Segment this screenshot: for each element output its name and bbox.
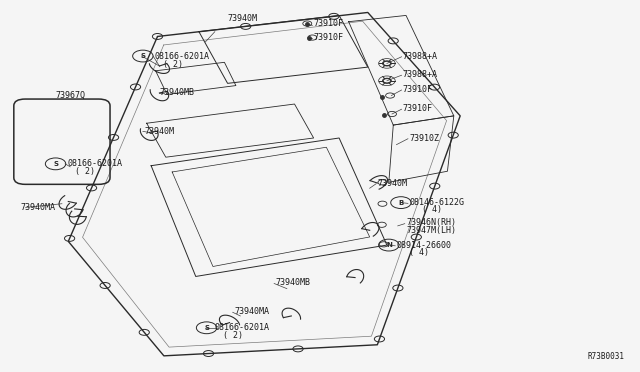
Text: ( 4): ( 4) — [422, 205, 442, 215]
Text: ( 2): ( 2) — [163, 60, 182, 69]
Text: 73967Q: 73967Q — [56, 91, 86, 100]
Text: 73947M(LH): 73947M(LH) — [406, 226, 456, 235]
Text: ( 2): ( 2) — [223, 331, 243, 340]
Text: 08146-6122G: 08146-6122G — [409, 198, 464, 207]
Text: 73910F: 73910F — [314, 19, 344, 28]
Text: 73940MB: 73940MB — [159, 89, 195, 97]
Text: 73940MA: 73940MA — [234, 307, 269, 316]
Text: 73910F: 73910F — [403, 104, 433, 113]
Text: 08166-6201A: 08166-6201A — [67, 159, 122, 169]
Text: 73910F: 73910F — [403, 85, 433, 94]
Text: N: N — [386, 242, 392, 248]
Text: 08166-6201A: 08166-6201A — [215, 323, 270, 332]
Text: 08914-26600: 08914-26600 — [396, 241, 451, 250]
Text: 08166-6201A: 08166-6201A — [154, 52, 209, 61]
Text: ( 4): ( 4) — [409, 248, 429, 257]
Text: S: S — [204, 325, 209, 331]
Text: S: S — [140, 53, 145, 59]
Text: 73910Z: 73910Z — [409, 134, 439, 142]
Text: 73946N(RH): 73946N(RH) — [406, 218, 456, 227]
Text: 73940MB: 73940MB — [275, 278, 310, 287]
Text: 73940MA: 73940MA — [20, 203, 56, 212]
Text: S: S — [53, 161, 58, 167]
Text: ( 2): ( 2) — [76, 167, 95, 176]
Text: 73988+A: 73988+A — [403, 70, 438, 79]
Text: 73940M: 73940M — [228, 14, 258, 23]
Text: 73940M: 73940M — [145, 127, 175, 136]
Text: 73910F: 73910F — [314, 33, 344, 42]
Text: B: B — [398, 200, 404, 206]
Text: R73B0031: R73B0031 — [588, 352, 625, 361]
Text: 73940M: 73940M — [378, 179, 407, 187]
Text: 73988+A: 73988+A — [403, 52, 438, 61]
